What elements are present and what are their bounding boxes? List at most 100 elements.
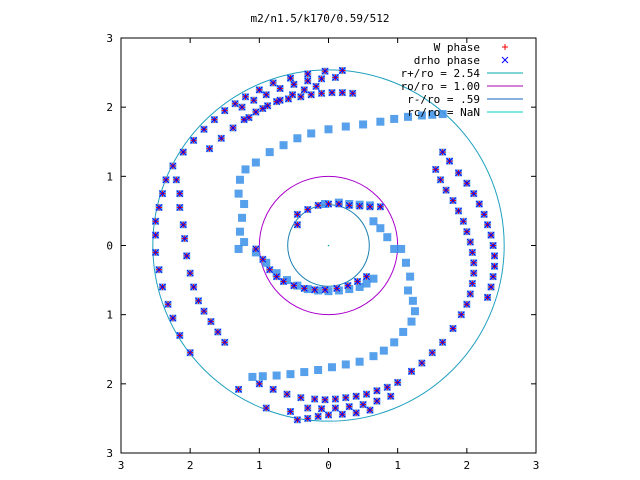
drho-phase-point — [321, 396, 329, 404]
drho-phase-point — [332, 404, 339, 412]
arm-marker — [238, 213, 247, 222]
drho-phase-point — [366, 203, 374, 211]
drho-phase-point — [217, 134, 225, 142]
arm-marker — [390, 114, 399, 123]
drho-phase-point — [155, 266, 163, 274]
drho-phase-point — [195, 297, 202, 305]
drho-phase-point — [164, 300, 172, 308]
drho-phase-point — [294, 416, 301, 424]
drho-phase-point — [449, 197, 457, 204]
y-tick-label: 2 — [106, 101, 113, 114]
drho-phase-point — [172, 176, 180, 184]
drho-phase-point — [183, 252, 191, 260]
x-tick-label: 3 — [118, 459, 125, 472]
drho-phase-point — [264, 102, 271, 110]
drho-phase-point — [273, 273, 280, 280]
drho-phase-point — [487, 283, 495, 291]
drho-phase-point — [276, 96, 284, 104]
drho-phase-point — [276, 85, 284, 92]
drho-phase-point — [470, 259, 478, 267]
arm-marker — [369, 274, 378, 283]
arm-marker — [404, 286, 413, 295]
drho-phase-point — [162, 176, 170, 184]
drho-phase-point — [333, 285, 341, 292]
arm-marker — [307, 129, 316, 138]
legend-marker-swatch — [501, 56, 509, 64]
drho-phase-point — [304, 77, 312, 85]
drho-phase-point — [314, 202, 322, 209]
x-tick-label: 2 — [187, 459, 194, 472]
drho-phase-point — [338, 67, 346, 74]
arm-marker — [324, 125, 333, 134]
drho-phase-point — [304, 404, 312, 412]
drho-phase-point — [466, 238, 474, 246]
arm-marker — [355, 357, 364, 366]
drho-phase-point — [207, 318, 215, 325]
drho-phase-point — [470, 190, 478, 197]
dense-arm-markers — [234, 110, 447, 381]
drho-phase-point — [280, 278, 287, 285]
drho-phase-point — [285, 95, 292, 103]
drho-phase-point — [304, 70, 312, 78]
drho-phase-point — [211, 116, 218, 123]
drho-phase-point — [342, 394, 350, 402]
drho-phase-point — [455, 169, 462, 177]
drho-phase-point — [344, 282, 352, 289]
drho-phase-point — [152, 231, 159, 239]
drho-phase-point — [235, 386, 242, 393]
drho-phase-point — [283, 390, 291, 398]
drho-phase-point — [463, 300, 471, 308]
y-tick-label: 1 — [106, 170, 113, 183]
drho-phase-point — [466, 290, 474, 298]
y-tick-label: 1 — [106, 309, 113, 322]
drho-phase-point — [377, 203, 384, 211]
drho-phase-point — [325, 411, 332, 419]
arm-marker — [376, 224, 385, 233]
drho-phase-point — [428, 349, 436, 357]
drho-phase-point — [314, 412, 322, 420]
arm-marker — [438, 110, 447, 119]
arm-marker — [300, 368, 309, 377]
drho-phase-point — [480, 211, 488, 218]
arm-marker — [401, 258, 410, 267]
drho-phase-point — [152, 249, 159, 256]
chart-title: m2/n1.5/k170/0.59/512 — [250, 12, 389, 25]
drho-phase-point — [159, 283, 166, 291]
arm-marker — [390, 338, 399, 347]
drho-phase-point — [200, 125, 208, 133]
legend-label: r-/ro = .59 — [407, 93, 480, 106]
drho-phase-point — [345, 403, 353, 411]
drho-phase-point — [287, 408, 294, 415]
drho-phase-point — [311, 286, 319, 294]
drho-phase-point — [294, 211, 301, 218]
arm-marker — [399, 327, 408, 336]
drho-phase-point — [304, 415, 312, 422]
drho-phase-point — [318, 89, 325, 97]
drho-phase-point — [159, 190, 166, 197]
drho-phase-point — [273, 98, 280, 105]
legend-label: rc/ro = NaN — [407, 106, 480, 119]
drho-phase-point — [489, 273, 497, 280]
arm-marker — [362, 279, 371, 288]
arm-marker — [258, 372, 267, 381]
drho-phase-point — [190, 137, 197, 144]
drho-phase-point — [373, 387, 381, 395]
drho-phase-point — [155, 204, 163, 211]
drho-phase-point — [345, 202, 353, 209]
arm-marker — [390, 244, 399, 253]
drho-phase-point — [311, 395, 319, 403]
drho-phase-point — [318, 75, 325, 83]
arm-marker — [369, 352, 378, 361]
arm-marker — [235, 175, 244, 184]
arm-marker — [286, 370, 295, 379]
x-tick-label: 2 — [464, 459, 471, 472]
drho-phase-point — [418, 359, 426, 367]
drho-phase-point — [245, 114, 253, 121]
drho-phase-point — [475, 200, 483, 208]
drho-phase-point — [312, 83, 320, 90]
drho-phase-point — [356, 202, 363, 210]
arm-marker — [272, 371, 281, 380]
drho-phase-point — [484, 221, 491, 229]
arm-marker — [327, 363, 336, 372]
